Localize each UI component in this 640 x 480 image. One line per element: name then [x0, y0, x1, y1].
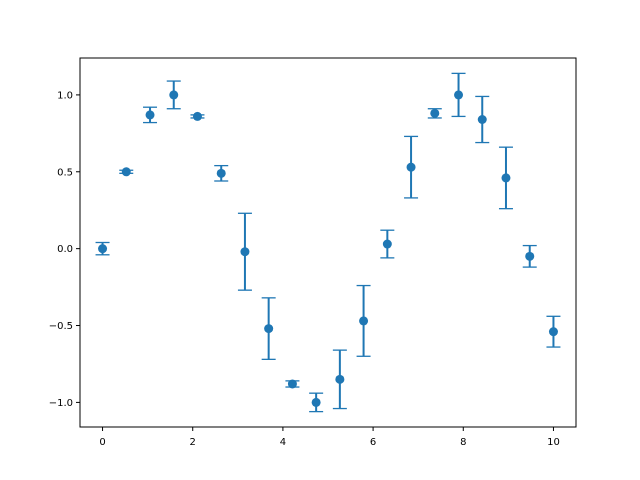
data-point [454, 90, 464, 100]
data-point [264, 324, 274, 334]
y-tick-label: 0.0 [57, 244, 73, 255]
y-axis: −1.0 −0.5 0.0 0.5 1.0 [49, 90, 80, 409]
data-point [287, 379, 297, 389]
data-point [335, 374, 345, 384]
plot-area [80, 58, 576, 427]
data-point [98, 244, 108, 254]
points-layer [98, 90, 558, 407]
data-point [501, 173, 511, 183]
data-point [145, 110, 155, 120]
x-tick-label: 10 [547, 437, 560, 448]
data-point [169, 90, 179, 100]
x-tick-label: 6 [370, 437, 376, 448]
data-point [382, 239, 392, 249]
data-point [192, 111, 202, 121]
x-axis: 0 2 4 6 8 10 [99, 427, 560, 448]
data-point [525, 251, 535, 261]
x-tick-label: 8 [460, 437, 466, 448]
data-point [240, 247, 250, 257]
data-point [359, 316, 369, 326]
axes-frame [79, 57, 577, 428]
data-point [216, 168, 226, 178]
data-point [121, 167, 131, 177]
data-point [406, 162, 416, 172]
x-tick-label: 0 [99, 437, 105, 448]
x-tick-label: 4 [280, 437, 286, 448]
y-tick-label: 0.5 [57, 167, 73, 178]
y-tick-label: −1.0 [49, 398, 73, 409]
y-tick-label: 1.0 [57, 90, 73, 101]
x-tick-label: 2 [190, 437, 196, 448]
y-tick-label: −0.5 [49, 321, 73, 332]
data-point [311, 397, 321, 407]
data-point [477, 115, 487, 124]
data-point [430, 108, 440, 118]
data-point [548, 327, 558, 337]
